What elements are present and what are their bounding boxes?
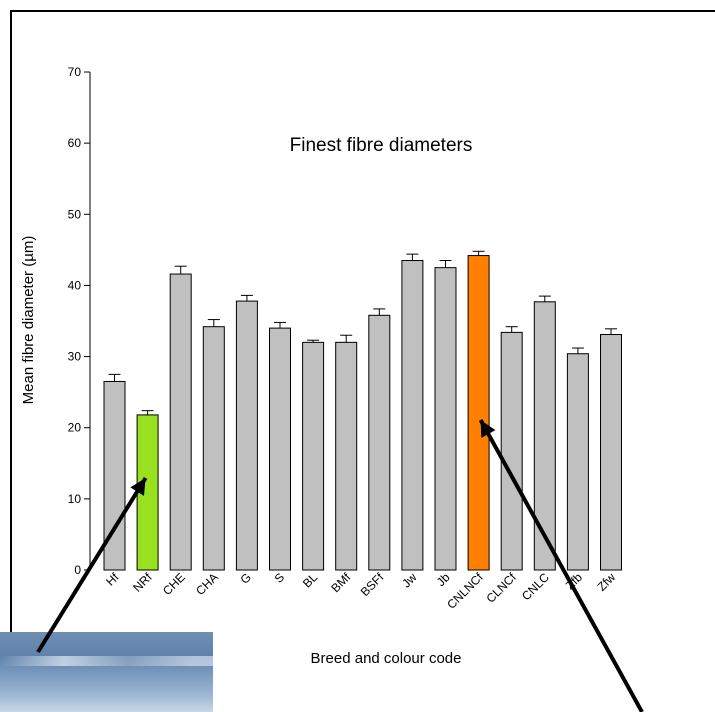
chart-title: Finest fibre diameters <box>290 135 473 156</box>
bar-CHA <box>202 326 225 571</box>
x-tick-label-CHA: CHA <box>193 570 221 598</box>
x-tick-label-NRf: NRf <box>130 570 155 595</box>
y-tick-label: 20 <box>68 421 82 435</box>
y-tick-label: 40 <box>68 278 82 292</box>
x-tick-label-S: S <box>272 570 288 586</box>
arrow-cnlncf-shaft <box>478 419 644 712</box>
bar-Jw <box>401 260 424 571</box>
x-tick-label-G: G <box>238 570 255 587</box>
x-tick-label-Jb: Jb <box>434 570 453 589</box>
y-axis-title: Mean fibre diameter (µm) <box>20 236 37 405</box>
bar-BL <box>302 341 325 571</box>
x-tick-label-CLNCf: CLNCf <box>483 570 519 606</box>
x-tick-label-CNLNCf: CNLNCf <box>444 570 486 612</box>
bar-Zfb <box>566 353 589 571</box>
bar-Jb <box>434 267 457 571</box>
y-tick-label: 50 <box>68 207 82 221</box>
arrow-nrf-shaft <box>36 476 148 654</box>
bar-CNLNCf <box>467 255 490 571</box>
y-tick-label: 30 <box>68 350 82 364</box>
x-tick-label-Zfw: Zfw <box>595 570 619 594</box>
x-axis-title: Breed and colour code <box>311 650 462 667</box>
bar-Zfw <box>600 334 622 571</box>
x-tick-label-BSFf: BSFf <box>358 570 387 599</box>
arrow-nrf-head <box>130 478 146 496</box>
y-tick-label: 70 <box>68 65 82 79</box>
y-tick-label: 10 <box>68 492 82 506</box>
plot-area: 0 10 20 30 40 50 60 70 Hf NRf CHE CHA G S BL BMf BSFf Jw J… <box>36 65 644 712</box>
bar-BMf <box>335 341 358 571</box>
bar-S <box>269 327 291 571</box>
x-tick-label-Jw: Jw <box>399 570 420 591</box>
y-tick-label: 0 <box>74 563 81 577</box>
bar-CLNCf <box>500 331 523 571</box>
x-tick-label-CNLC: CNLC <box>519 570 552 603</box>
bar-CNLC <box>533 301 556 571</box>
arrow-cnlncf-head <box>480 420 496 438</box>
bar-G <box>235 300 258 571</box>
figure-frame <box>10 10 715 712</box>
y-tick-label: 60 <box>68 136 82 150</box>
x-tick-label-CHE: CHE <box>160 570 188 598</box>
x-tick-label-Hf: Hf <box>103 570 122 589</box>
x-tick-label-BL: BL <box>300 570 321 591</box>
bar-CHE <box>169 273 192 571</box>
inset-photo-fragment <box>0 632 213 712</box>
bar-BSFf <box>368 314 391 571</box>
x-tick-label-BMf: BMf <box>328 570 353 595</box>
